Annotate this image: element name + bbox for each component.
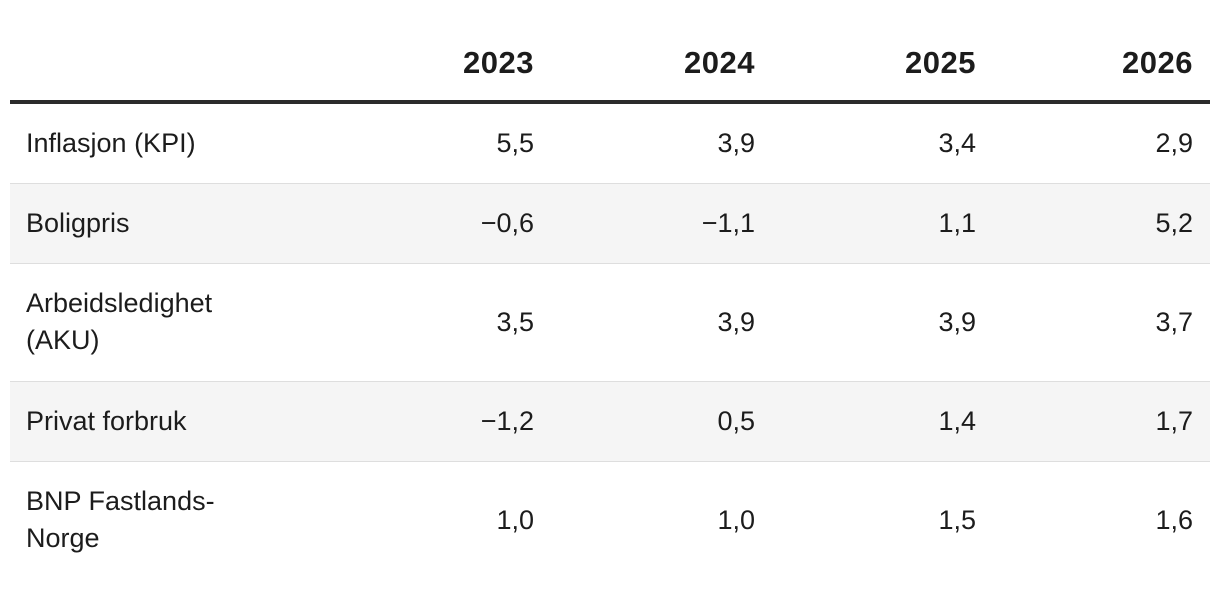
table-cell: 1,6 [1155, 505, 1193, 535]
table-cell: 1,1 [938, 208, 976, 238]
column-header-2024: 2024 [684, 45, 755, 80]
row-label: BNP Fastlands-Norge [26, 486, 215, 553]
column-header-2025: 2025 [905, 45, 976, 80]
column-header-2023: 2023 [463, 45, 534, 80]
table-cell: 3,4 [938, 128, 976, 158]
table-cell: 3,9 [938, 307, 976, 337]
table-cell: 3,9 [717, 307, 755, 337]
table-header: 2023 2024 2025 2026 [10, 0, 1210, 104]
table-cell: 1,0 [717, 505, 755, 535]
table-cell: 1,4 [938, 406, 976, 436]
table-cell: 3,9 [717, 128, 755, 158]
table-cell: 1,0 [496, 505, 534, 535]
table-cell: 5,5 [496, 128, 534, 158]
row-label: Boligpris [26, 208, 130, 238]
table-cell: −1,1 [701, 208, 755, 238]
table-cell: 3,5 [496, 307, 534, 337]
row-label: Privat forbruk [26, 406, 187, 436]
table-cell: 2,9 [1155, 128, 1193, 158]
table-cell: 1,7 [1155, 406, 1193, 436]
table-row: Privat forbruk −1,2 0,5 1,4 1,7 [10, 382, 1210, 462]
row-label: Inflasjon (KPI) [26, 128, 196, 158]
table-cell: 3,7 [1155, 307, 1193, 337]
table-row: BNP Fastlands-Norge 1,0 1,0 1,5 1,6 [10, 462, 1210, 582]
table-row: Boligpris −0,6 −1,1 1,1 5,2 [10, 184, 1210, 264]
table-cell: 1,5 [938, 505, 976, 535]
row-label: Arbeidsledighet (AKU) [26, 288, 213, 355]
table-cell: 5,2 [1155, 208, 1193, 238]
table-row: Inflasjon (KPI) 5,5 3,9 3,4 2,9 [10, 104, 1210, 184]
column-header-2026: 2026 [1122, 45, 1193, 80]
table-row: Arbeidsledighet (AKU) 3,5 3,9 3,9 3,7 [10, 264, 1210, 382]
forecast-table: 2023 2024 2025 2026 Inflasjon (KPI) 5,5 … [10, 0, 1210, 582]
table-cell: 0,5 [717, 406, 755, 436]
table-cell: −0,6 [480, 208, 534, 238]
table-cell: −1,2 [480, 406, 534, 436]
